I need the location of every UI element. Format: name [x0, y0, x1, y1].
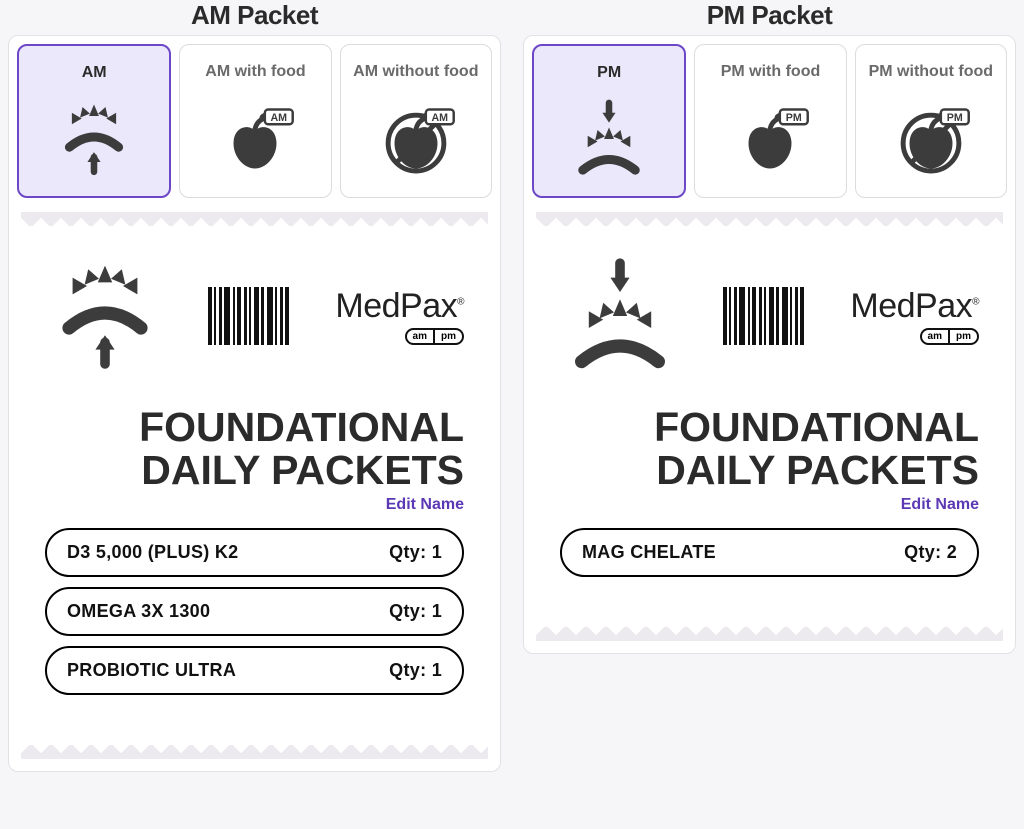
supplement-item: MAG CHELATE Qty: 2	[560, 528, 979, 577]
ampm-badge: ampm	[920, 328, 979, 345]
apple-am-icon: AM	[186, 91, 324, 187]
tab-no-apple-pm[interactable]: PM without food PM	[855, 44, 1007, 198]
no-apple-am-icon: AM	[347, 91, 485, 187]
sunset-down-icon	[560, 256, 680, 376]
edit-name-link[interactable]: Edit Name	[560, 496, 979, 514]
supplement-item: D3 5,000 (PLUS) K2 Qty: 1	[45, 528, 464, 577]
apple-pm-icon: PM	[701, 91, 839, 187]
tab-sunrise-up[interactable]: AM	[17, 44, 171, 198]
brand-name: MedPax	[335, 287, 457, 325]
sunrise-up-icon	[45, 256, 165, 376]
ampm-badge: ampm	[405, 328, 464, 345]
supplement-qty: Qty: 2	[904, 542, 957, 563]
supplement-qty: Qty: 1	[389, 542, 442, 563]
tab-label: AM without food	[353, 53, 478, 91]
tab-label: AM with food	[205, 53, 305, 91]
barcode-icon	[723, 287, 807, 345]
supplement-name: PROBIOTIC ULTRA	[67, 660, 236, 681]
tabs-row: AM AM with food AM	[17, 44, 492, 198]
supplement-item: PROBIOTIC ULTRA Qty: 1	[45, 646, 464, 695]
tab-apple-am[interactable]: AM with food AM	[179, 44, 331, 198]
svg-text:PM: PM	[786, 112, 802, 124]
supplement-name: OMEGA 3X 1300	[67, 601, 210, 622]
brand-block: MedPax® ampm	[850, 287, 979, 345]
sunset-down-icon	[540, 92, 678, 186]
svg-text:AM: AM	[431, 112, 448, 124]
tab-label: AM	[82, 54, 107, 92]
tabs-row: PM PM with food PM	[532, 44, 1007, 198]
tab-label: PM without food	[869, 53, 993, 91]
packet-header: PM Packet	[523, 0, 1016, 31]
pm-packet-column: PM Packet PM PM with food	[523, 0, 1016, 654]
tab-sunset-down[interactable]: PM	[532, 44, 686, 198]
supplement-item: OMEGA 3X 1300 Qty: 1	[45, 587, 464, 636]
receipt: MedPax® ampm FOUNDATIONAL DAILY PACKETS …	[532, 212, 1007, 645]
packet-card: AM AM with food AM	[8, 35, 501, 772]
packet-card: PM PM with food PM	[523, 35, 1016, 654]
tab-no-apple-am[interactable]: AM without food AM	[340, 44, 492, 198]
supplement-name: D3 5,000 (PLUS) K2	[67, 542, 238, 563]
brand-name: MedPax	[850, 287, 972, 325]
no-apple-pm-icon: PM	[862, 91, 1000, 187]
barcode-icon	[208, 287, 292, 345]
am-packet-column: AM Packet AM AM with food	[8, 0, 501, 772]
svg-text:PM: PM	[947, 112, 963, 124]
svg-text:AM: AM	[271, 112, 288, 124]
packet-title: FOUNDATIONAL DAILY PACKETS	[560, 406, 979, 492]
tab-apple-pm[interactable]: PM with food PM	[694, 44, 846, 198]
supplement-qty: Qty: 1	[389, 601, 442, 622]
brand-block: MedPax® ampm	[335, 287, 464, 345]
packet-header: AM Packet	[8, 0, 501, 31]
supplement-name: MAG CHELATE	[582, 542, 716, 563]
edit-name-link[interactable]: Edit Name	[45, 496, 464, 514]
supplement-qty: Qty: 1	[389, 660, 442, 681]
packet-title: FOUNDATIONAL DAILY PACKETS	[45, 406, 464, 492]
sunrise-up-icon	[25, 92, 163, 186]
tab-label: PM	[597, 54, 621, 92]
receipt: MedPax® ampm FOUNDATIONAL DAILY PACKETS …	[17, 212, 492, 763]
tab-label: PM with food	[721, 53, 821, 91]
